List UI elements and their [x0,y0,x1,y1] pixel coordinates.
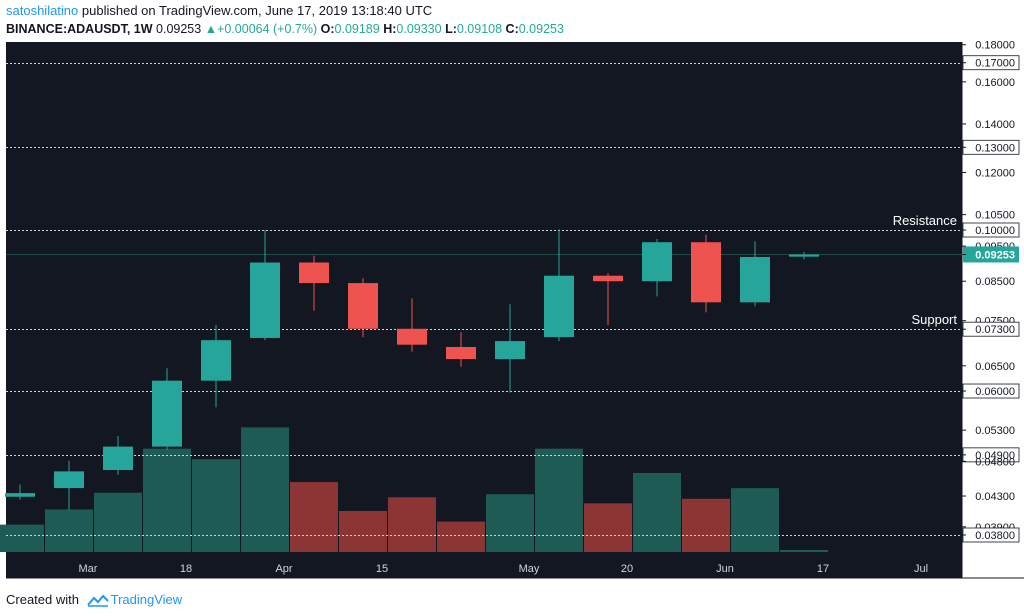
volume-bar[interactable] [535,448,583,552]
candle-body[interactable] [544,275,574,338]
time-tick-label: 18 [180,563,192,575]
volume-bar[interactable] [584,503,632,552]
annotation-label[interactable]: Resistance [893,213,957,228]
price-tick-label: 0.07300 [975,324,1015,336]
candle-body[interactable] [397,328,427,345]
price-tick-label: 0.18000 [975,40,1015,52]
created-with-text: Created with [6,592,79,607]
candle-body[interactable] [299,262,329,284]
candle-body[interactable] [740,256,770,303]
candle-body[interactable] [5,493,35,497]
low-value: 0.09108 [456,22,503,36]
volume-bar[interactable] [339,510,387,552]
price-tick-label: 0.04900 [975,450,1015,462]
price-tick-label: 0.05300 [975,425,1015,437]
price-tick-label: 0.13000 [975,142,1015,154]
volume-bar[interactable] [780,550,828,552]
tradingview-logo-icon[interactable] [86,594,109,607]
price-tick-label: 0.06500 [975,361,1015,373]
candle-body[interactable] [446,346,476,360]
high-value: 0.09330 [396,22,442,36]
candle-body[interactable] [593,275,623,282]
last-price-marker [963,246,1019,263]
open-label: O: [320,22,335,36]
candle-body[interactable] [54,471,84,489]
volume-bar[interactable] [486,494,534,552]
author-link[interactable]: satoshilatino [6,3,79,18]
time-tick-label: Mar [79,563,98,575]
candle-body[interactable] [152,380,182,447]
tradingview-brand-link[interactable]: TradingView [110,592,183,607]
price-tick-label: 0.04800 [975,456,1015,468]
price-tick-label: 0.09253 [975,249,1015,261]
candle-body[interactable] [642,242,672,282]
volume-bar[interactable] [241,427,289,552]
annotation-label[interactable]: Support [911,312,957,327]
price-tick-label: 0.10000 [975,225,1015,237]
open-value: 0.09189 [334,22,380,36]
candle-body[interactable] [691,242,721,303]
ohlc-legend: BINANCE:ADAUSDT, 1W 0.09253 ▲+0.00064 (+… [6,22,564,36]
price-tick-label: 0.08500 [975,276,1015,288]
publish-info: satoshilatino published on TradingView.c… [6,3,432,18]
candle-body[interactable] [103,446,133,471]
volume-bar[interactable] [143,448,191,552]
price-axis[interactable] [962,42,1024,578]
volume-bar[interactable] [290,482,338,552]
time-tick-label: Jun [716,563,734,575]
price-tick-label: 0.12000 [975,168,1015,180]
up-arrow-icon: ▲ [204,22,218,36]
price-tick-label: 0.03800 [975,530,1015,542]
time-tick-label: 20 [621,563,633,575]
time-tick-label: Apr [275,563,292,575]
price-tick-label: 0.04300 [975,491,1015,503]
close-label: C: [505,22,519,36]
price-tick-label: 0.10500 [975,210,1015,222]
volume-bar[interactable] [437,521,485,552]
candle-body[interactable] [250,262,280,338]
close-value: 0.09253 [518,22,564,36]
candle-body[interactable] [348,283,378,329]
candle-body[interactable] [789,254,819,257]
volume-bar[interactable] [94,492,142,552]
volume-bar[interactable] [633,472,681,552]
volume-bar[interactable] [192,459,240,552]
volume-bar[interactable] [45,509,93,552]
volume-bar[interactable] [388,497,436,552]
candle-body[interactable] [495,341,525,360]
time-tick-label: May [519,563,540,575]
time-tick-label: Jul [914,563,928,575]
price-tick-label: 0.16000 [975,77,1015,89]
price-tick-label: 0.14000 [975,119,1015,131]
change-value: +0.00064 (+0.7%) [217,22,318,36]
price-tick-label: 0.06000 [975,386,1015,398]
high-label: H: [383,22,397,36]
published-text: published on TradingView.com, June 17, 2… [81,3,433,18]
footer: Created with TradingView [6,592,182,607]
last-price: 0.09253 [156,22,202,36]
time-tick-label: 17 [817,563,829,575]
symbol-label: BINANCE:ADAUSDT, 1W [6,22,153,36]
low-label: L: [445,22,457,36]
volume-bar[interactable] [682,498,730,552]
time-tick-label: 15 [376,563,388,575]
price-tick-label: 0.17000 [975,58,1015,70]
candle-body[interactable] [201,340,231,381]
volume-bar[interactable] [731,488,779,552]
volume-bar[interactable] [0,524,44,552]
